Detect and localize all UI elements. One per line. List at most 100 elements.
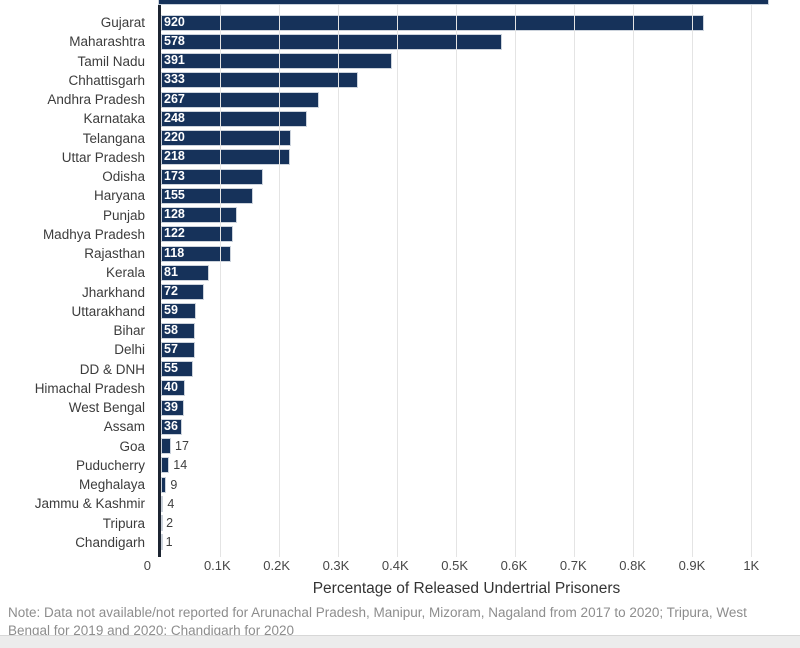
gridline [633, 5, 635, 557]
chart-row: 72 [161, 283, 775, 302]
x-tick-label: 1K [743, 558, 760, 573]
bar [161, 207, 237, 223]
category-label: Maharashtra [69, 34, 145, 50]
x-tick-label: 0.1K [203, 558, 231, 573]
chart-row: 1 [161, 533, 775, 552]
note-text: Note: Data not available/not reported fo… [8, 605, 747, 638]
chart-row: 155 [161, 186, 775, 205]
category-label: Puducherry [75, 457, 145, 473]
chart-row: 391 [161, 52, 775, 71]
x-tick-label: 0.4K [381, 558, 409, 573]
category-label: Chhattisgarh [68, 72, 145, 88]
chart-row: 173 [161, 167, 775, 186]
x-tick-label: 0.2K [263, 558, 291, 573]
value-label: 173 [164, 168, 185, 183]
chart-row: 118 [161, 244, 775, 263]
category-label: West Bengal [68, 400, 145, 415]
value-label: 218 [164, 149, 185, 164]
value-label: 39 [164, 399, 178, 414]
x-tick-label: 0.3K [322, 558, 350, 573]
chart-row: 57 [161, 340, 775, 359]
category-label: DD & DNH [79, 361, 145, 377]
chart-row: 122 [161, 225, 775, 244]
chart-row: 267 [161, 90, 775, 109]
gridline [220, 5, 222, 557]
value-label: 128 [164, 207, 185, 221]
category-label: Telangana [82, 130, 145, 146]
bar [161, 418, 183, 435]
chart-row: 248 [161, 109, 775, 128]
value-label: 220 [164, 130, 185, 144]
chart-row: 333 [161, 71, 775, 90]
value-label: 72 [164, 284, 178, 298]
bar [161, 495, 164, 512]
value-label: 578 [164, 33, 185, 48]
gridline [574, 5, 576, 557]
chart-row: 58 [161, 321, 775, 340]
x-tick-label: 0.5K [441, 558, 468, 573]
chart-row: 39 [161, 398, 775, 417]
category-label: Kerala [105, 265, 145, 281]
value-label: 59 [164, 303, 178, 318]
category-label: Andhra Pradesh [47, 92, 145, 107]
category-label: Goa [119, 438, 145, 454]
y-axis-labels: Gujarat Maharashtra Tamil Nadu Chhattisgarh… [0, 13, 152, 552]
value-label: 9 [170, 477, 178, 492]
bar [161, 14, 705, 31]
category-label: Jammu & Kashmir [34, 496, 145, 512]
value-label: 267 [164, 91, 185, 106]
value-label: 920 [164, 14, 185, 29]
chart-row: 14 [161, 456, 775, 475]
value-label: 391 [164, 53, 185, 67]
x-tick-label: 0.7K [559, 558, 587, 573]
value-label: 57 [164, 341, 178, 356]
value-label: 58 [164, 322, 178, 337]
bar [161, 226, 234, 243]
category-label: Tamil Nadu [77, 53, 145, 69]
value-label: 333 [164, 72, 185, 87]
x-tick-label: 0.8K [619, 558, 646, 573]
bar [161, 399, 185, 416]
bar [161, 322, 196, 339]
category-label: Gujarat [100, 15, 145, 30]
chart-row: 920 [161, 13, 775, 32]
value-label: 36 [164, 418, 178, 433]
x-tick-label: 0 [143, 558, 151, 573]
bar [161, 245, 231, 262]
gridline [515, 5, 517, 557]
bar [161, 476, 167, 493]
bar [161, 130, 291, 146]
bar [161, 149, 290, 166]
x-axis-title: Percentage of Released Undertrial Prison… [312, 580, 621, 597]
bar [161, 53, 392, 69]
chart-row: 36 [161, 417, 775, 436]
value-label: 14 [173, 458, 188, 473]
category-label: Assam [103, 419, 145, 435]
category-label: Rajasthan [84, 246, 145, 261]
chart-row: 55 [161, 360, 775, 379]
value-label: 4 [167, 496, 175, 511]
chart-row: 81 [161, 263, 775, 282]
gridline [397, 5, 399, 557]
category-label: Punjab [102, 207, 145, 223]
bar [161, 438, 172, 454]
category-label: Jharkhand [81, 284, 145, 300]
value-label: 122 [164, 226, 185, 241]
category-label: Himachal Pradesh [34, 380, 145, 396]
category-label: Chandigarh [75, 534, 145, 550]
category-label: Bihar [113, 323, 145, 338]
chart-row: 218 [161, 148, 775, 167]
category-label: Meghalaya [78, 477, 145, 492]
chart-row: 40 [161, 379, 775, 398]
chart-row: 4 [161, 494, 775, 513]
value-label: 2 [166, 516, 174, 530]
x-tick-label: 0.6K [500, 558, 528, 573]
value-label: 248 [164, 110, 185, 125]
gridline [338, 5, 340, 557]
value-label: 17 [175, 439, 189, 453]
value-label: 55 [164, 361, 178, 375]
chart-row: 2 [161, 514, 775, 533]
category-label: Madhya Pradesh [42, 226, 145, 242]
category-label: Delhi [114, 342, 145, 358]
